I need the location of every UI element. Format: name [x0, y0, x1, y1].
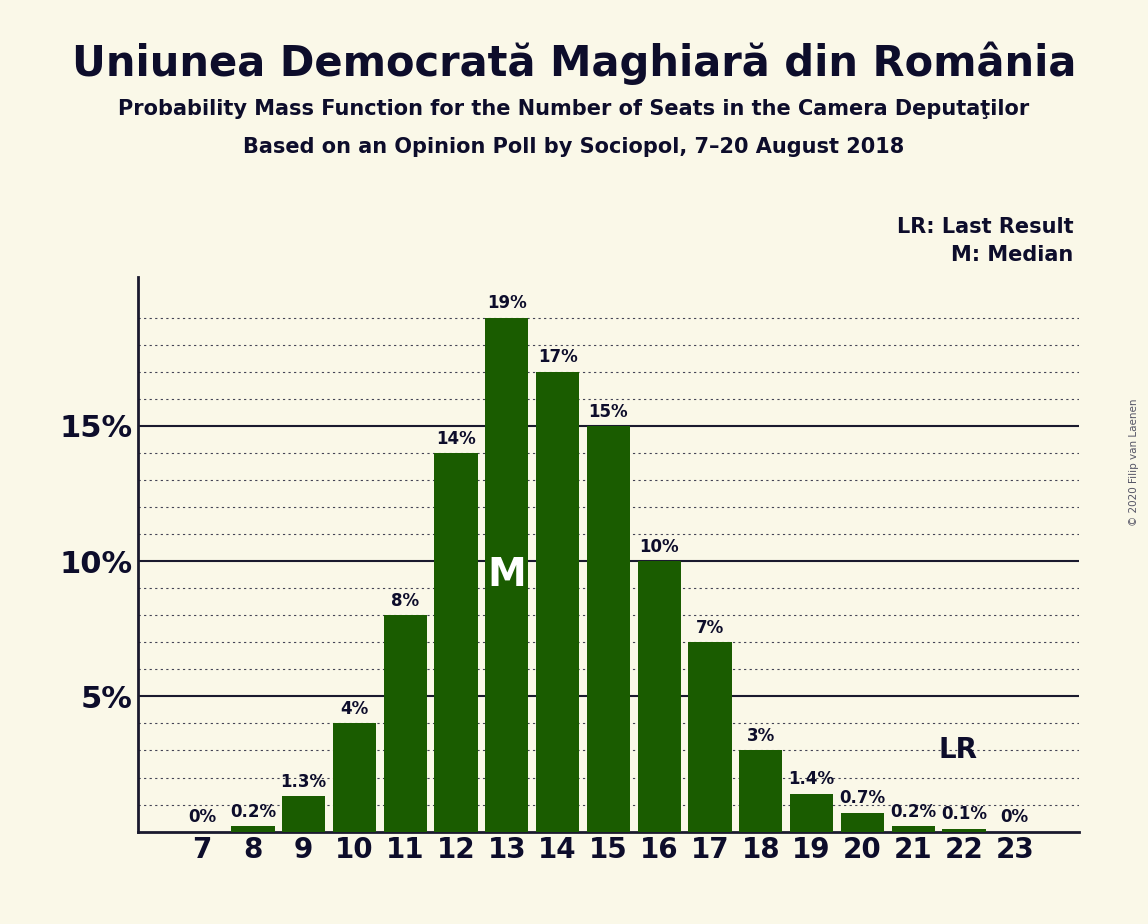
Text: Uniunea Democrată Maghiară din România: Uniunea Democrată Maghiară din România — [72, 42, 1076, 85]
Text: 15%: 15% — [589, 403, 628, 420]
Bar — [943, 829, 985, 832]
Bar — [892, 826, 934, 832]
Bar — [434, 453, 478, 832]
Bar — [587, 426, 630, 832]
Text: 0.7%: 0.7% — [839, 789, 885, 808]
Bar — [383, 615, 427, 832]
Bar — [333, 723, 377, 832]
Text: 4%: 4% — [340, 700, 369, 718]
Bar — [536, 371, 580, 832]
Bar — [637, 561, 681, 832]
Text: LR: Last Result: LR: Last Result — [897, 217, 1073, 237]
Text: 0%: 0% — [1001, 808, 1029, 826]
Text: 14%: 14% — [436, 430, 476, 447]
Bar — [232, 826, 274, 832]
Bar — [486, 318, 528, 832]
Text: LR: LR — [939, 736, 978, 764]
Bar — [282, 796, 325, 832]
Text: 8%: 8% — [391, 592, 419, 610]
Text: 10%: 10% — [639, 538, 678, 555]
Text: 0.2%: 0.2% — [890, 803, 937, 821]
Text: 3%: 3% — [746, 727, 775, 745]
Text: Based on an Opinion Poll by Sociopol, 7–20 August 2018: Based on an Opinion Poll by Sociopol, 7–… — [243, 137, 905, 157]
Text: M: M — [488, 555, 526, 594]
Text: Probability Mass Function for the Number of Seats in the Camera Deputaţilor: Probability Mass Function for the Number… — [118, 99, 1030, 119]
Text: 17%: 17% — [537, 348, 577, 367]
Bar — [790, 794, 833, 832]
Text: M: Median: M: Median — [952, 245, 1073, 265]
Text: 1.4%: 1.4% — [789, 771, 835, 788]
Text: 0.1%: 0.1% — [941, 806, 987, 823]
Bar — [739, 750, 783, 832]
Text: 7%: 7% — [696, 619, 724, 637]
Bar — [689, 642, 731, 832]
Text: 1.3%: 1.3% — [280, 773, 327, 791]
Text: 0%: 0% — [188, 808, 216, 826]
Text: © 2020 Filip van Laenen: © 2020 Filip van Laenen — [1128, 398, 1139, 526]
Bar — [840, 813, 884, 832]
Text: 19%: 19% — [487, 295, 527, 312]
Text: 0.2%: 0.2% — [230, 803, 276, 821]
